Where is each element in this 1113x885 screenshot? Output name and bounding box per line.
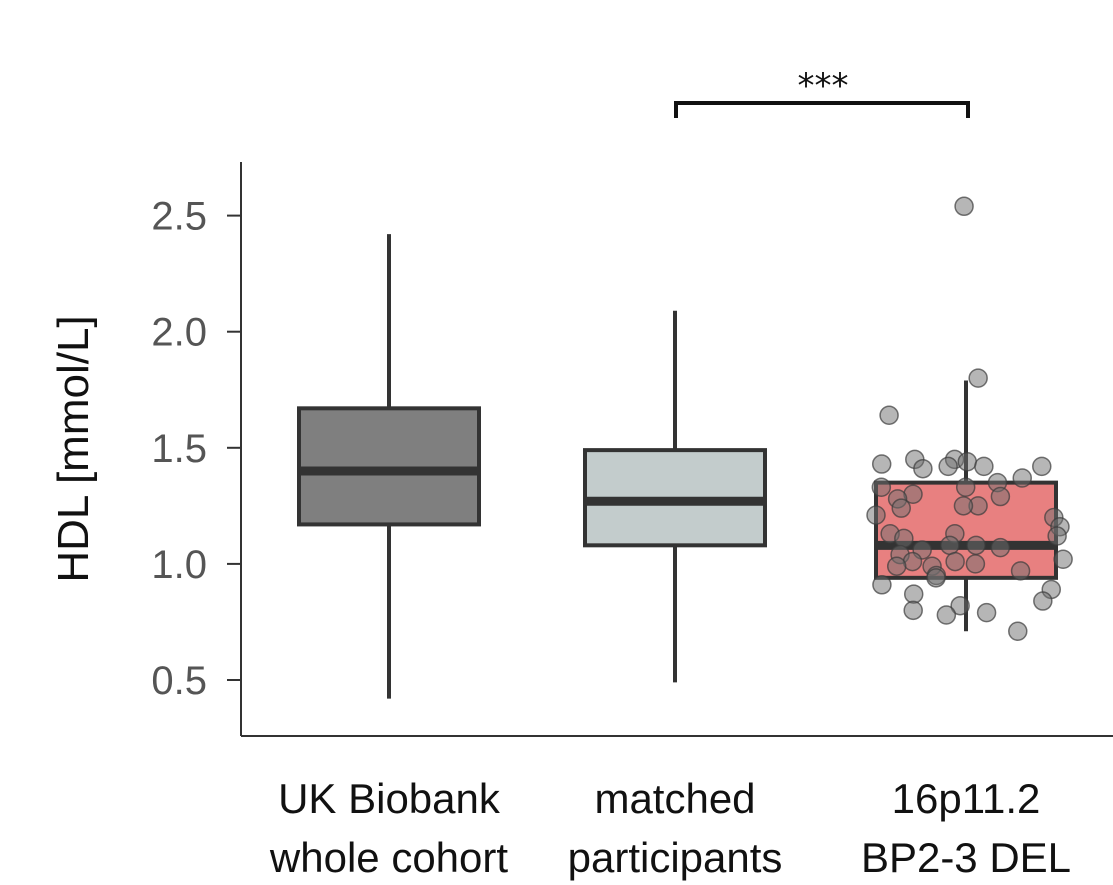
data-point [894, 528, 914, 549]
data-point [872, 575, 892, 595]
data-point [955, 477, 976, 498]
data-point [1008, 621, 1028, 641]
significance-bracket: *** [674, 66, 970, 118]
data-point [866, 505, 886, 525]
data-point [879, 405, 899, 426]
data-point [965, 554, 986, 574]
data-point [940, 535, 960, 556]
box-0 [297, 234, 481, 699]
data-point [926, 568, 946, 588]
data-point [891, 498, 911, 518]
data-point [990, 537, 1011, 558]
category-label-line1: UK Biobank [278, 775, 501, 822]
data-point [976, 602, 997, 623]
category-label-line1: matched [594, 775, 755, 822]
significance-label: *** [798, 66, 849, 106]
category-label-line2: whole cohort [269, 834, 508, 881]
data-point [871, 477, 892, 498]
data-point [886, 556, 907, 576]
data-points [866, 196, 1073, 641]
data-point [990, 486, 1011, 507]
box-1 [583, 310, 767, 683]
data-point [966, 535, 986, 556]
data-point [1033, 591, 1053, 611]
data-point [903, 584, 924, 604]
category-label-line1: 16p11.2 [892, 775, 1041, 822]
iqr-box [297, 406, 481, 527]
data-point [938, 456, 958, 477]
data-point [903, 600, 923, 621]
data-point [953, 496, 974, 516]
y-axis-title: HDL [mmol/L] [49, 315, 98, 582]
data-point [954, 196, 974, 217]
y-tick-label: 2.5 [151, 195, 207, 239]
data-point [950, 595, 970, 616]
category-label-line2: participants [568, 834, 783, 881]
data-point [1047, 526, 1067, 546]
category-label-line2: BP2-3 DEL [861, 834, 1071, 881]
data-point [1012, 468, 1033, 488]
data-point [957, 451, 978, 472]
bracket-line [674, 101, 970, 118]
y-tick-label: 0.5 [151, 659, 207, 703]
data-point [1053, 549, 1073, 570]
axes [227, 162, 1113, 737]
data-point [871, 454, 892, 474]
y-tick-label: 1.5 [151, 427, 207, 471]
data-point [968, 368, 988, 388]
labels: 0.5 1.0 1.5 2.0 2.5 UK Biobank whole cohort mat… [151, 195, 1071, 881]
data-point [936, 605, 957, 625]
data-point [974, 456, 994, 477]
y-tick-label: 1.0 [151, 543, 207, 587]
data-point [913, 458, 933, 479]
data-point [1010, 561, 1031, 581]
data-point [1032, 456, 1052, 477]
data-point [945, 551, 965, 572]
y-tick-label: 2.0 [151, 311, 207, 355]
